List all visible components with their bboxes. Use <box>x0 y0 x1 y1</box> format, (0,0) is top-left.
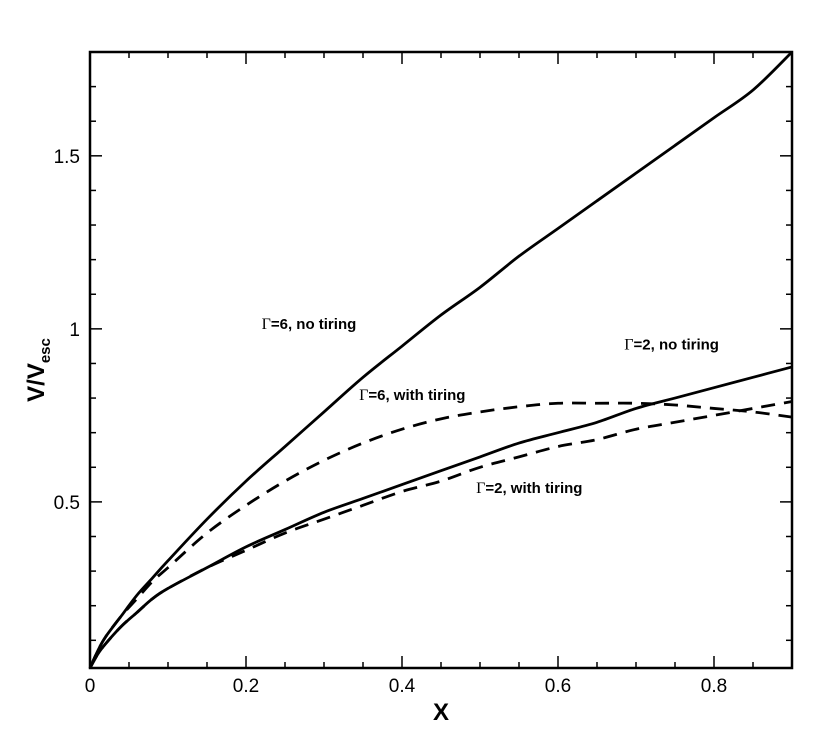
labels-layer: 0 0.2 0.4 0.6 0.8 0.5 1 1.5 <box>54 147 728 697</box>
series-g2-with-tiring <box>88 400 793 669</box>
series-g6-no-tiring <box>88 50 793 669</box>
y-tick-label: 1 <box>69 320 80 341</box>
series-g6-with-tiring <box>88 401 793 669</box>
x-tick-label: 0.2 <box>233 676 259 697</box>
g6-with-tiring-label: Γ=6, with tiring <box>359 387 465 404</box>
x-tick-label: 0 <box>85 676 96 697</box>
series-g2-no-tiring <box>88 365 793 669</box>
y-axis-title-subscript: esc <box>37 338 54 363</box>
y-tick-label: 1.5 <box>54 147 80 168</box>
plot-frame <box>88 50 794 670</box>
gamma-symbol: Γ <box>624 337 633 354</box>
x-tick-label: 0.8 <box>701 676 727 697</box>
x-tick-label: 0.4 <box>389 676 416 697</box>
x-axis-title: X <box>433 699 449 726</box>
g2-with-tiring-label: Γ=2, with tiring <box>476 480 582 497</box>
gamma-symbol: Γ <box>359 387 368 404</box>
y-axis-title-main: V/V <box>23 363 50 402</box>
x-tick-label: 0.6 <box>545 676 571 697</box>
annotation-text: =6, with tiring <box>368 387 465 404</box>
series-layer <box>88 50 793 669</box>
annotation-text: =6, no tiring <box>271 316 356 333</box>
y-tick-label: 0.5 <box>54 493 80 514</box>
y-axis-title: V/Vesc <box>23 338 54 402</box>
g6-no-tiring-label: Γ=6, no tiring <box>262 316 357 333</box>
ticks-layer <box>89 51 793 668</box>
g2-no-tiring-label: Γ=2, no tiring <box>624 337 719 354</box>
gamma-symbol: Γ <box>476 480 485 497</box>
gamma-symbol: Γ <box>262 316 271 333</box>
annotation-text: =2, with tiring <box>485 480 582 497</box>
annotation-text: =2, no tiring <box>634 337 719 354</box>
